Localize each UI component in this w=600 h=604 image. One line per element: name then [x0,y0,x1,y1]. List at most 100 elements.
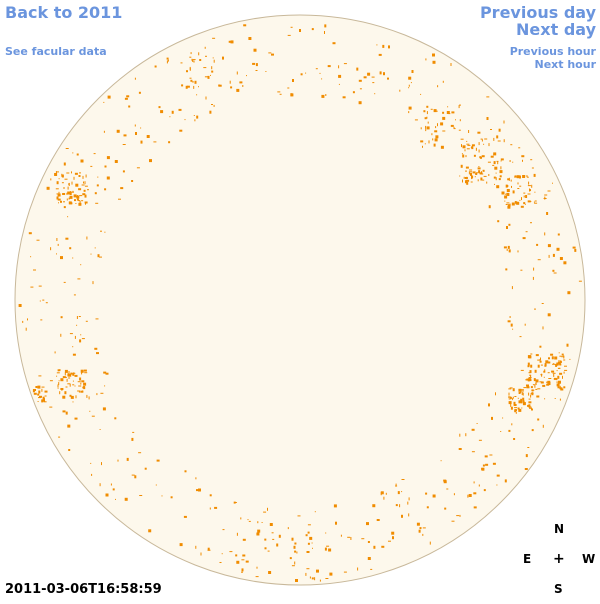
plage-dot [551,370,555,373]
plage-dot [558,380,561,384]
plage-dot [66,378,68,382]
plage-dot [189,66,191,70]
plage-dot [257,521,259,524]
plage-dot [504,200,506,202]
plage-dot [241,559,245,561]
next-day-link[interactable]: Next day [516,20,596,39]
plage-dot [294,561,296,565]
plage-dot [99,483,101,487]
plage-dot [481,155,485,158]
plage-dot [482,179,485,181]
plage-dot [553,272,557,274]
plage-dot [544,232,546,236]
plage-dot [242,85,244,87]
plage-dot [440,122,444,126]
plage-dot [198,488,201,492]
compass-center-mark: + [553,551,565,567]
plage-dot [519,175,521,179]
plage-dot [483,175,487,177]
plage-dot [309,536,313,540]
plage-dot [453,126,455,129]
plage-dot [526,384,529,387]
plage-dot [559,372,563,375]
plage-dot [512,203,514,205]
plage-dot [514,409,517,413]
plage-dot [68,373,72,377]
plage-dot [435,135,439,139]
plage-dot [523,202,526,205]
plage-dot [547,190,551,192]
plage-dot [255,576,259,578]
plage-dot [268,571,272,574]
plage-dot [496,474,500,477]
plage-dot [446,488,449,490]
plage-dot [153,141,157,143]
plage-dot [509,203,511,207]
plage-dot [509,396,512,399]
see-facular-data-link[interactable]: See facular data [5,45,107,58]
plage-dot [241,568,244,572]
plage-dot [65,411,68,415]
plage-dot [76,198,79,201]
plage-dot [352,91,355,94]
plage-dot [518,408,522,412]
plage-dot [41,386,45,388]
plage-dot [101,462,102,466]
plage-dot [265,71,267,72]
plage-dot [547,380,551,384]
plage-dot [516,201,520,205]
plage-dot [69,383,71,387]
plage-dot [230,40,234,44]
plage-dot [61,174,64,178]
plage-dot [531,389,535,391]
previous-hour-link[interactable]: Previous hour [509,45,596,58]
plage-dot [72,401,74,403]
next-hour-link[interactable]: Next hour [534,58,597,71]
plage-dot [367,557,371,560]
plage-dot [72,353,76,356]
plage-dot [186,85,190,88]
plage-dot [534,202,538,204]
plage-dot [459,104,461,106]
plage-dot [528,181,530,185]
plage-dot [544,194,548,196]
plage-dot [192,59,196,61]
plage-dot [401,491,403,493]
plage-dot [63,281,66,283]
plage-dot [72,384,75,386]
plage-dot [554,398,556,399]
plage-dot [81,338,85,340]
plage-dot [477,167,481,170]
plage-dot [68,183,70,186]
plage-dot [58,191,60,194]
plage-dot [516,175,520,179]
plage-dot [106,156,110,160]
plage-dot [491,416,493,420]
plage-dot [117,459,119,462]
plage-dot [211,66,213,70]
plage-dot [466,181,469,185]
plage-dot [484,138,488,140]
plage-dot [212,57,214,59]
plage-dot [482,169,485,172]
plage-dot [509,316,511,318]
plage-dot [395,483,397,487]
plage-dot [181,84,184,87]
plage-dot [420,140,424,143]
back-to-year-link[interactable]: Back to 2011 [5,3,123,22]
plage-dot [534,200,537,202]
plage-dot [131,437,134,441]
plage-dot [423,110,426,113]
plage-dot [446,111,450,114]
plage-dot [500,160,502,162]
plage-dot [57,369,60,372]
plage-dot [433,109,437,113]
plage-dot [42,299,45,301]
plage-dot [505,184,508,188]
plage-dot [466,179,470,182]
plage-dot [179,129,183,132]
plage-dot [518,147,521,149]
plage-dot [547,244,551,248]
plage-dot [522,159,523,162]
previous-day-link[interactable]: Previous day [479,3,596,22]
